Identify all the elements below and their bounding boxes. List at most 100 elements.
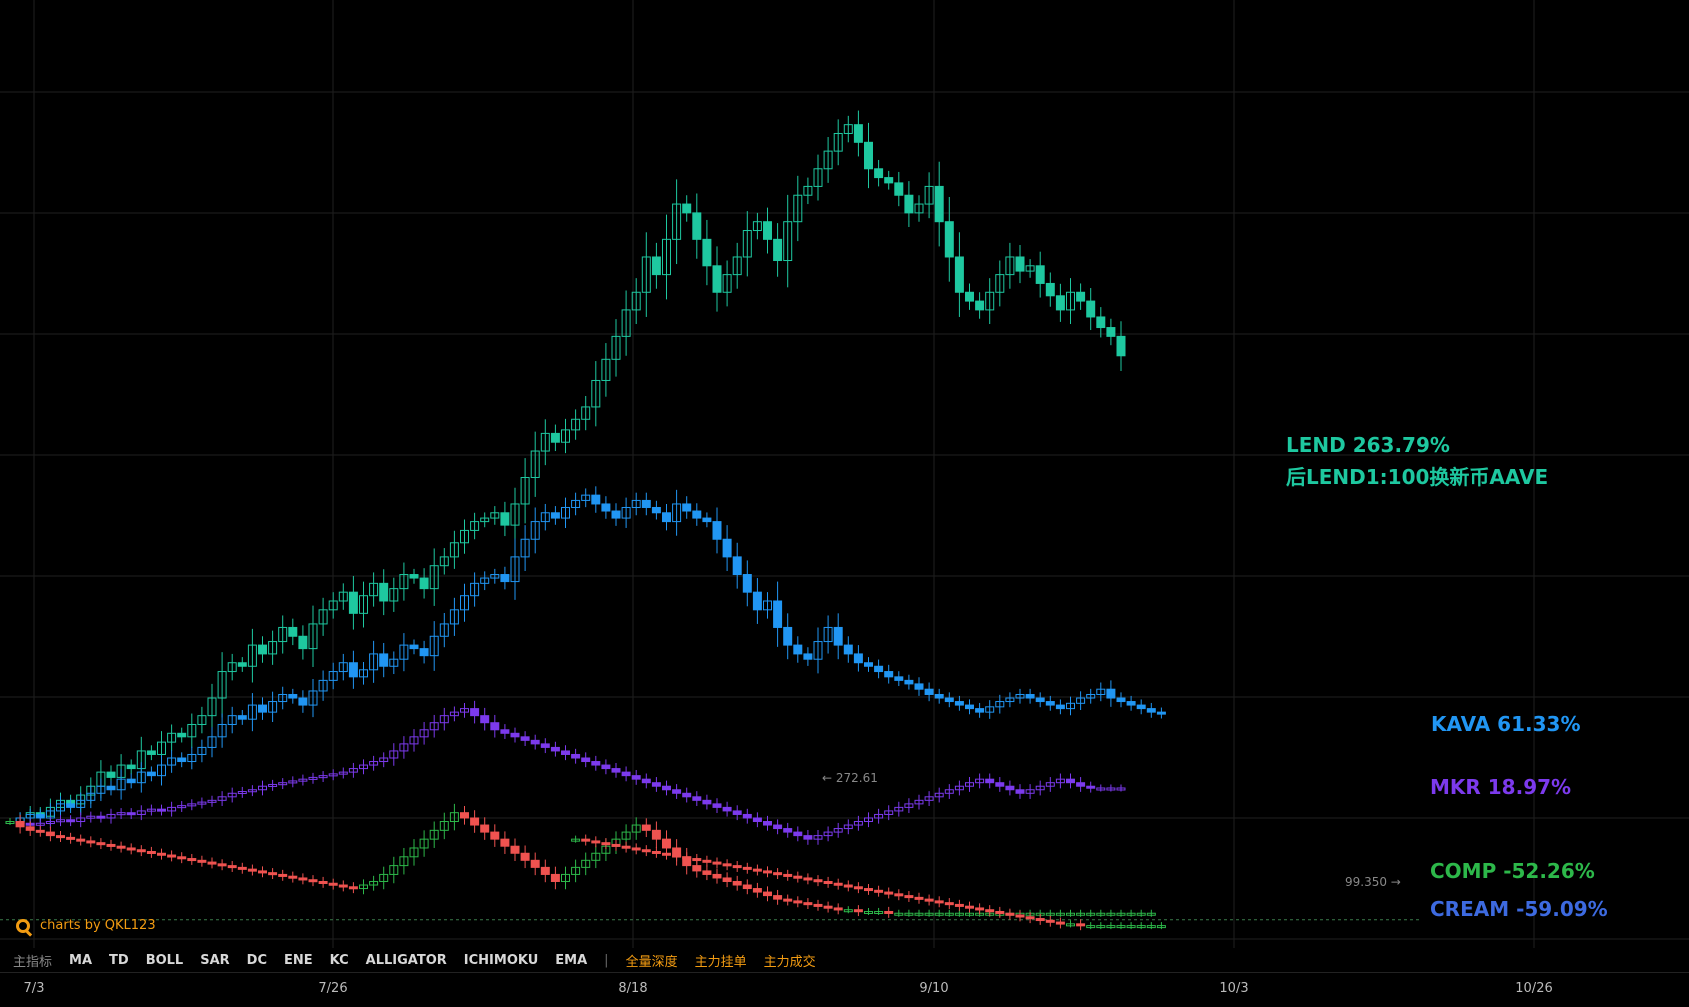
mkr-candle-body [288,780,298,784]
lend-candle-body [985,291,995,311]
kava-candle-body [894,676,904,681]
kava-candle-body [328,671,338,681]
kava-candle-body [510,556,520,583]
lend-candle-body [631,291,641,311]
mkr-candle-body [530,739,540,745]
mkr-candle-body [752,817,762,823]
kava-candle-body [995,701,1005,708]
lend-candle-body [520,477,530,505]
kava-candle-body [419,648,429,657]
kava-candle-body [318,679,328,692]
comp-candle-body [126,847,136,851]
mkr-candle-body [884,810,894,815]
mkr-candle-body [348,768,358,773]
kava-candle-body [985,706,995,713]
kava-candle-body [1005,697,1015,703]
cream-candle-body [1146,925,1156,929]
kava-candle-body [1126,701,1136,706]
mkr-candle-body [207,799,217,803]
price-chart[interactable]: LEND 263.79% 后LEND1:100换新币AAVE KAVA 61.33%… [0,0,1689,948]
mkr-candle-body [439,715,449,724]
indicator-ma[interactable]: MA [69,952,93,968]
indicator-kc[interactable]: KC [329,952,349,968]
mkr-candle-body [773,824,783,830]
comp-candle-body [409,847,419,858]
comp-candle-body [1076,912,1086,916]
mkr-candle-body [520,736,530,741]
mkr-candle-body [833,828,843,833]
cream-candle-body [783,873,793,877]
mkr-candle-body [227,792,237,798]
cream-candle-body [732,865,742,869]
indicator-dc[interactable]: DC [246,952,267,968]
kava-candle-body [490,574,500,579]
comp-candle-body [692,865,702,872]
kava-candle-body [742,574,752,593]
comp-candle-body [207,861,217,865]
mkr-candle-body [944,789,954,794]
cream-candle-body [884,891,894,895]
indicator-sar[interactable]: SAR [200,952,230,968]
kava-candle-body [217,723,227,738]
mkr-candle-body [783,828,793,833]
comp-candle-body [742,884,752,890]
kava-candle-body [944,697,954,703]
comp-candle-body [500,838,510,847]
indicator-td[interactable]: TD [109,952,129,968]
comp-candle-body [843,909,853,913]
kava-candle-body [954,701,964,706]
mkr-candle-body [722,806,732,812]
cream-candle-body [813,879,823,883]
kava-candle-body [732,556,742,576]
lend-candle-body [157,741,166,755]
chart-watermark[interactable]: charts by QKL123 [16,918,156,933]
mkr-candle-body [217,796,227,801]
main-orders-button[interactable]: 主力挂单 [694,954,747,970]
cream-candle-body [924,898,934,902]
comp-candle-body [1096,912,1106,916]
mkr-candle-body [591,761,601,766]
kava-candle-body [106,785,116,791]
mkr-candle-body [328,773,338,777]
indicator-ichimoku[interactable]: ICHIMOKU [463,952,539,968]
mkr-candle-body [187,803,197,807]
mkr-candle-body [1015,789,1025,794]
kava-candle-body [702,517,712,523]
lend-candle-body [187,723,197,738]
mkr-candle-body [954,785,964,791]
lend-candle-body [500,512,510,526]
comp-candle-body [641,824,651,831]
kava-candle-body [783,626,793,646]
indicator-ema[interactable]: EMA [555,952,588,968]
main-trades-button[interactable]: 主力成交 [763,954,816,970]
cream-candle-body [1116,925,1126,929]
mkr-candle-body [409,736,419,745]
mkr-candle-body [1035,785,1045,791]
cream-candle-body [662,852,671,856]
indicator-ene[interactable]: ENE [284,952,313,968]
mkr-candle-body [510,732,520,738]
mkr-candle-body [45,821,55,825]
mkr-candle-body [793,831,803,837]
mkr-candle-body [692,796,702,801]
lend-candle-body [1076,291,1086,302]
mkr-candle-body [379,757,389,763]
lend-candle-body [722,274,732,293]
kava-candle-body [1066,702,1075,710]
lend-candle-body [1116,335,1126,357]
kava-candle-body [449,609,459,625]
indicator-boll[interactable]: BOLL [145,952,184,968]
comp-candle-body [651,829,661,840]
kava-candle-body [86,792,96,801]
kava-candle-body [278,693,288,703]
full-depth-button[interactable]: 全量深度 [625,954,678,970]
x-axis: 7/3 7/26 8/18 9/10 10/3 10/26 [0,972,1689,1007]
cream-candle-body [833,882,843,886]
comp-candle-body [793,900,803,904]
comp-candle-body [298,877,308,881]
cream-candle-body [692,858,702,862]
indicator-alligator[interactable]: ALLIGATOR [365,952,447,968]
cream-candle-body [1045,919,1055,923]
kava-candle-body [1076,697,1086,704]
cream-candle-body [763,870,772,874]
